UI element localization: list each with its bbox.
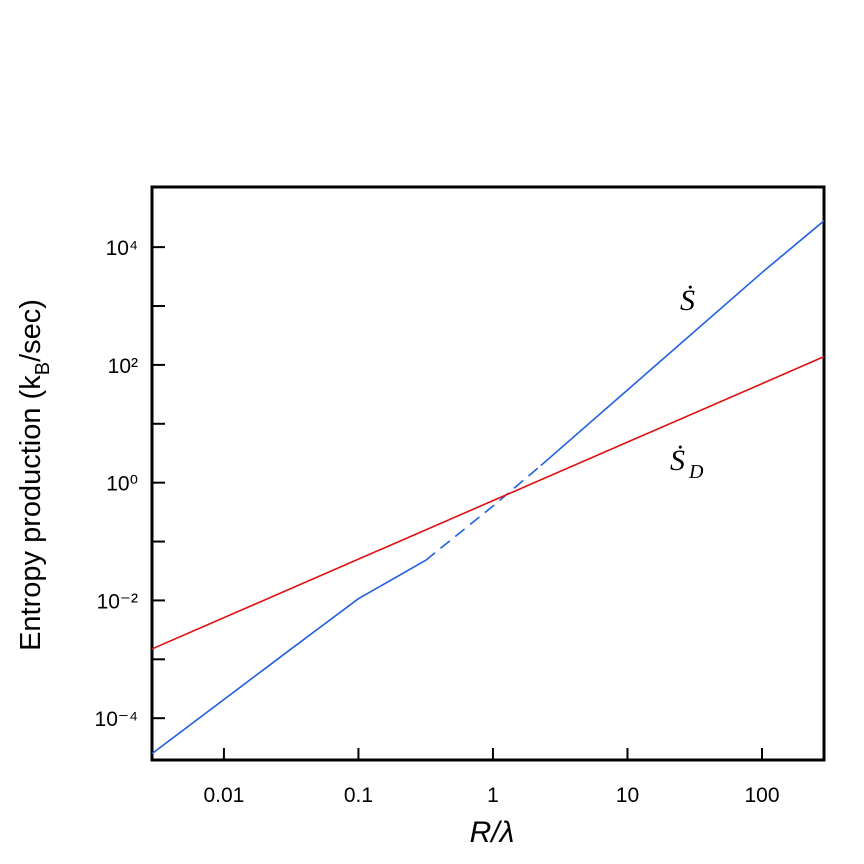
y-tick-label: 10² — [108, 355, 138, 378]
x-tick-label: 0.1 — [344, 784, 373, 807]
series-label: Ṡ — [670, 444, 685, 477]
y-label-sub: B — [32, 362, 54, 375]
y-axis-label: Entropy production (kB/sec) — [15, 299, 54, 651]
x-tick-label: 1 — [487, 784, 499, 807]
y-tick-label: 10⁴ — [106, 237, 138, 260]
line — [152, 559, 427, 755]
y-tick-label: 10⁻² — [97, 590, 138, 613]
y-label-part: /sec) — [15, 299, 47, 362]
x-tick-label: 100 — [744, 784, 779, 807]
line-dashed — [425, 464, 542, 561]
y-label-part: Entropy production (k — [15, 375, 47, 651]
x-tick-label: 0.01 — [203, 784, 244, 807]
y-tick-label: 10⁻⁴ — [95, 708, 138, 731]
y-tick-label: 10⁰ — [106, 473, 138, 496]
x-tick-label: 10 — [616, 784, 639, 807]
series-label-sub: D — [688, 461, 704, 483]
plot-frame — [150, 185, 826, 762]
line — [152, 355, 824, 650]
series-label: Ṡ — [680, 284, 695, 317]
x-axis-label: R/λ — [470, 816, 515, 849]
line — [540, 220, 824, 467]
